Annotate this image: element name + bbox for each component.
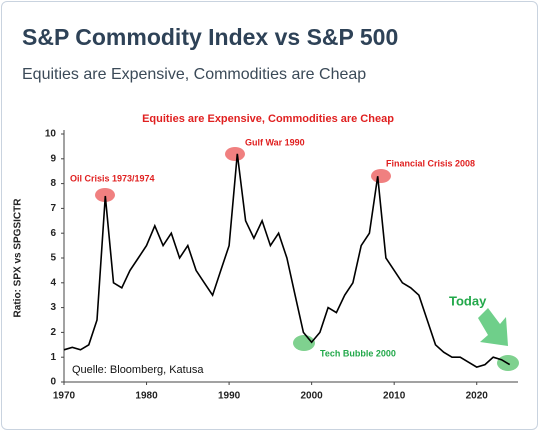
x-tick-label: 2010 (383, 391, 406, 402)
highlight (371, 169, 391, 183)
y-tick-label: 2 (50, 327, 56, 338)
highlight (95, 188, 115, 202)
highlight (225, 147, 245, 161)
y-tick-label: 6 (50, 228, 56, 239)
y-tick-label: 8 (50, 178, 56, 189)
arrow (478, 308, 508, 346)
x-tick-label: 1990 (218, 391, 241, 402)
source-note: Quelle: Bloomberg, Katusa (72, 364, 204, 376)
y-axis-label: Ratio: SPX vs SPGSICTR (13, 198, 24, 318)
y-tick-label: 1 (50, 352, 56, 363)
x-tick-label: 1970 (53, 391, 76, 402)
x-tick-label: 1980 (135, 391, 158, 402)
annotation: Oil Crisis 1973/1974 (70, 173, 155, 183)
y-tick-label: 3 (50, 302, 56, 313)
y-tick-label: 0 (50, 377, 56, 388)
card-title: S&P Commodity Index vs S&P 500 (22, 24, 399, 50)
y-tick-label: 4 (50, 277, 56, 288)
annotation: Gulf War 1990 (245, 137, 305, 147)
annotation: Today (449, 293, 487, 308)
y-tick-label: 7 (50, 203, 56, 214)
x-tick-label: 2020 (466, 391, 489, 402)
y-tick-label: 5 (50, 253, 56, 264)
y-tick-label: 10 (45, 129, 57, 140)
y-tick-label: 9 (50, 153, 56, 164)
data-line (63, 153, 511, 368)
annotation: Tech Bubble 2000 (320, 348, 396, 358)
x-tick-label: 2000 (301, 391, 324, 402)
chart-title: Equities are Expensive, Commodities are … (142, 113, 394, 125)
annotation: Financial Crisis 2008 (386, 158, 475, 168)
card-subtitle: Equities are Expensive, Commodities are … (22, 66, 367, 83)
